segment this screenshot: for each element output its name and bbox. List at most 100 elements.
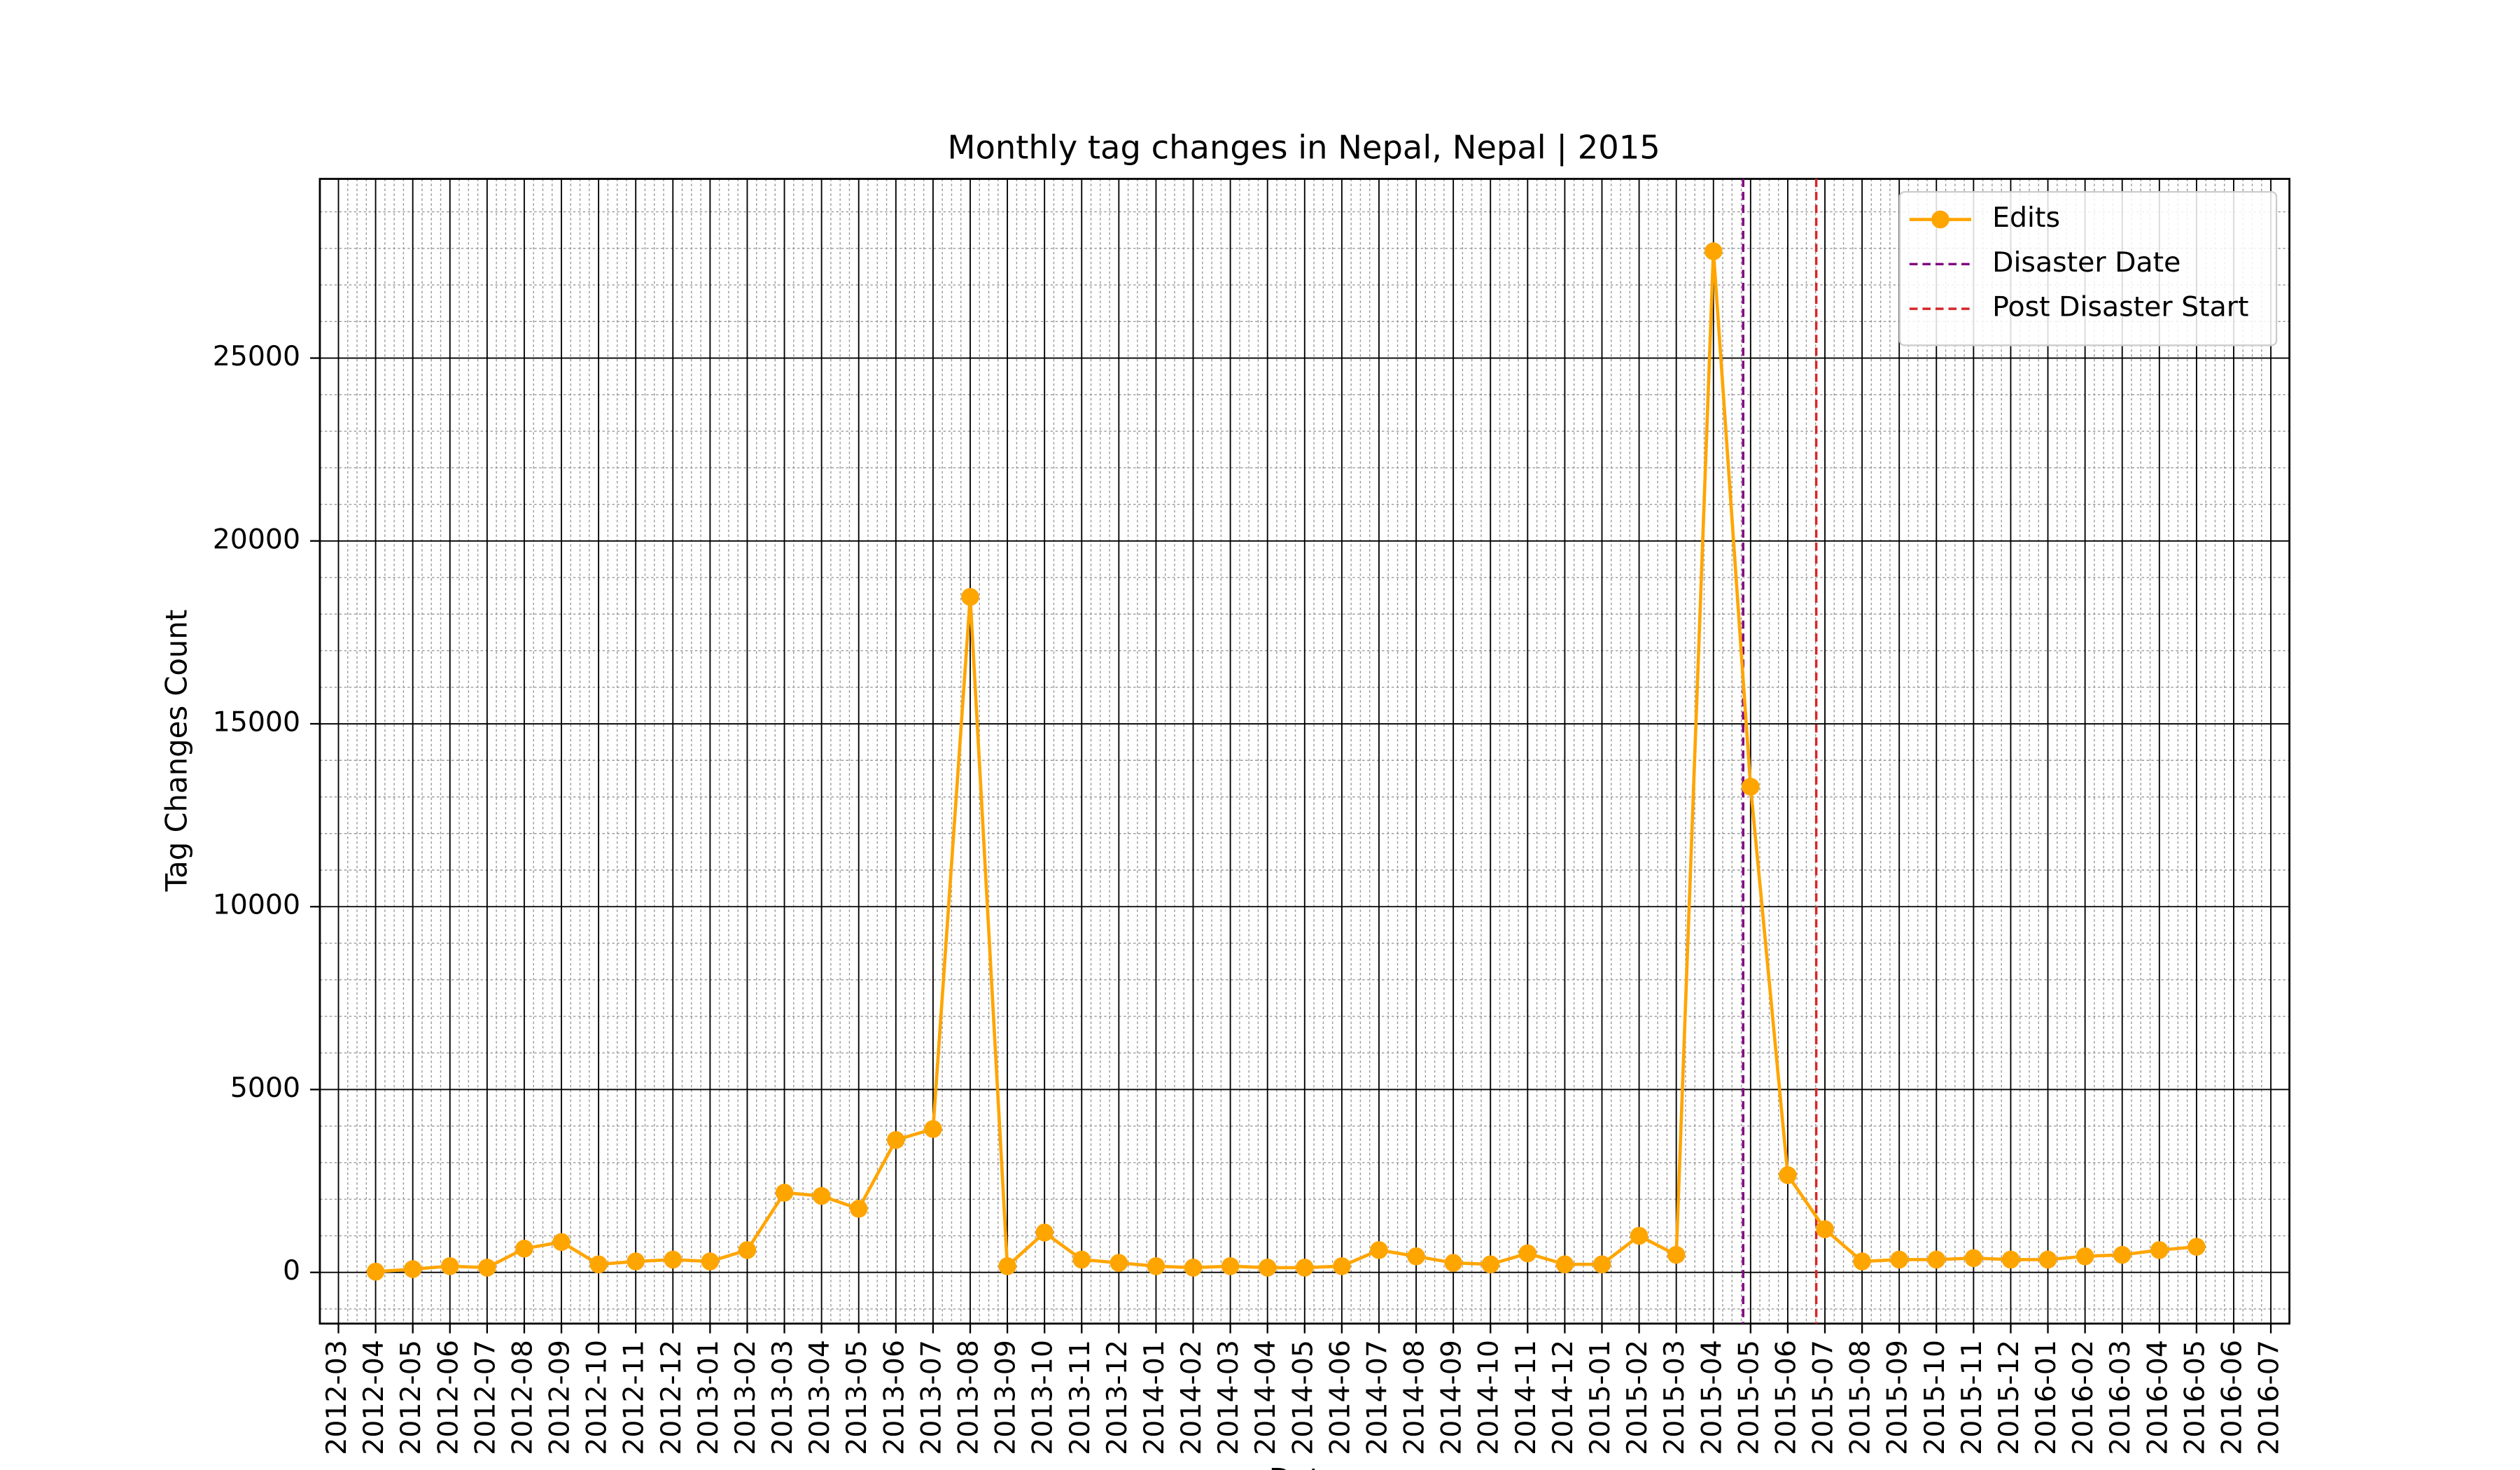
x-tick-label: 2016-02: [2067, 1340, 2099, 1455]
data-point: [515, 1239, 533, 1258]
x-tick-label: 2016-03: [2104, 1340, 2136, 1455]
x-axis-label: Date: [1269, 1462, 1339, 1470]
x-tick-label: 2014-09: [1436, 1340, 1468, 1455]
x-tick-label: 2012-05: [395, 1340, 427, 1455]
data-point: [1853, 1252, 1871, 1270]
data-point: [701, 1252, 720, 1270]
data-point: [1221, 1257, 1240, 1275]
x-tick-label: 2015-06: [1770, 1340, 1802, 1455]
y-tick-label: 15000: [213, 706, 300, 738]
x-tick-label: 2015-01: [1584, 1340, 1616, 1455]
x-tick-label: 2016-05: [2178, 1340, 2211, 1455]
x-tick-label: 2015-08: [1844, 1340, 1877, 1455]
x-tick-label: 2014-02: [1175, 1340, 1208, 1455]
data-point: [1296, 1259, 1314, 1277]
x-tick-label: 2014-10: [1473, 1340, 1505, 1455]
x-tick-label: 2012-04: [358, 1340, 390, 1455]
y-axis-label: Tag Changes Count: [160, 610, 194, 892]
data-point: [1035, 1223, 1054, 1242]
data-point: [961, 587, 979, 606]
data-point: [2150, 1241, 2169, 1259]
x-tick-label: 2014-12: [1547, 1340, 1579, 1455]
x-tick-label: 2014-01: [1138, 1340, 1170, 1455]
x-tick-label: 2014-05: [1287, 1340, 1319, 1455]
data-point: [1184, 1259, 1203, 1277]
x-tick-label: 2013-08: [952, 1340, 984, 1455]
y-tick-label: 0: [283, 1254, 300, 1287]
legend-marker: [1931, 210, 1949, 229]
y-tick-label: 20000: [213, 523, 300, 555]
data-point: [1964, 1249, 1983, 1268]
data-point: [849, 1200, 868, 1218]
x-tick-label: 2012-09: [544, 1340, 576, 1455]
data-point: [738, 1241, 757, 1259]
x-tick-label: 2013-05: [841, 1340, 873, 1455]
x-tick-label: 2012-10: [581, 1340, 613, 1455]
data-point: [478, 1259, 496, 1277]
chart-title: Monthly tag changes in Nepal, Nepal | 20…: [947, 128, 1660, 167]
data-point: [2001, 1250, 2020, 1269]
x-tick-label: 2015-02: [1621, 1340, 1653, 1455]
x-tick-label: 2012-03: [321, 1340, 353, 1455]
x-tick-label: 2014-06: [1324, 1340, 1356, 1455]
x-tick-label: 2014-07: [1361, 1340, 1393, 1455]
x-tick-label: 2013-09: [990, 1340, 1022, 1455]
x-tick-label: 2016-07: [2253, 1340, 2286, 1455]
data-point: [2113, 1245, 2132, 1264]
x-tick-label: 2015-10: [1919, 1340, 1951, 1455]
x-tick-label: 2013-06: [878, 1340, 910, 1455]
data-point: [887, 1130, 905, 1149]
legend: Edits Disaster Date Post Disaster Start: [1898, 190, 2278, 346]
data-point: [1444, 1254, 1462, 1272]
x-tick-label: 2013-10: [1027, 1340, 1059, 1455]
y-tick-label: 25000: [213, 340, 300, 372]
x-tick-label: 2016-01: [2030, 1340, 2062, 1455]
x-tick-label: 2013-04: [804, 1340, 836, 1455]
x-tick-label: 2013-03: [766, 1340, 799, 1455]
data-point: [1667, 1245, 1686, 1264]
data-point: [775, 1184, 794, 1202]
data-point: [998, 1257, 1016, 1275]
data-point: [1072, 1250, 1091, 1269]
data-point: [626, 1252, 645, 1270]
data-point: [1370, 1241, 1388, 1259]
data-point: [1816, 1220, 1834, 1238]
x-tick-label: 2016-04: [2141, 1340, 2174, 1455]
data-point: [403, 1260, 422, 1278]
x-tick-label: 2014-04: [1250, 1340, 1282, 1455]
legend-box: [1898, 190, 2278, 346]
x-tick-label: 2014-11: [1510, 1340, 1542, 1455]
data-point: [1258, 1259, 1277, 1277]
data-point: [1704, 242, 1723, 260]
x-tick-label: 2014-08: [1399, 1340, 1431, 1455]
legend-label: Edits: [1992, 202, 2060, 234]
data-point: [924, 1120, 942, 1138]
x-tick-label: 2012-08: [506, 1340, 538, 1455]
x-tick-label: 2014-03: [1212, 1340, 1245, 1455]
x-tick-label: 2012-12: [655, 1340, 687, 1455]
x-tick-label: 2015-11: [1956, 1340, 1988, 1455]
x-tick-label: 2013-07: [915, 1340, 947, 1455]
data-point: [2188, 1238, 2206, 1256]
data-point: [1333, 1257, 1351, 1275]
x-tick-label: 2013-01: [692, 1340, 724, 1455]
x-tick-label: 2013-11: [1064, 1340, 1096, 1455]
data-point: [441, 1257, 459, 1275]
x-tick-label: 2015-07: [1807, 1340, 1840, 1455]
data-point: [1630, 1226, 1648, 1245]
x-tick-label: 2015-12: [1993, 1340, 2025, 1455]
data-point: [664, 1250, 682, 1269]
legend-label: Post Disaster Start: [1992, 291, 2248, 323]
x-tick-label: 2012-11: [618, 1340, 650, 1455]
y-tick-label: 5000: [230, 1072, 300, 1104]
legend-label: Disaster Date: [1992, 246, 2180, 279]
data-point: [1555, 1255, 1574, 1273]
x-tick-label: 2015-03: [1658, 1340, 1690, 1455]
plot-frame: [318, 178, 2291, 1325]
x-tick-label: 2013-02: [729, 1340, 762, 1455]
data-point: [1890, 1250, 1908, 1269]
data-point: [366, 1262, 385, 1281]
data-point: [552, 1233, 570, 1252]
